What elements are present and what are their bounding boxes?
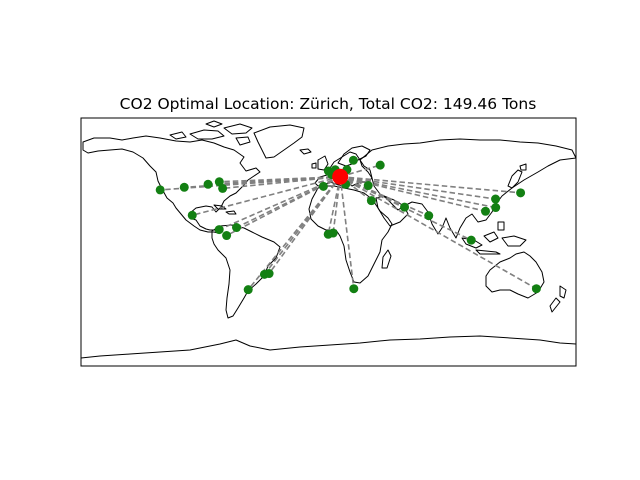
route-line-4: [219, 175, 341, 183]
coastline-caribbean: [213, 204, 237, 215]
site-marker-12: [243, 285, 253, 295]
site-marker-32: [375, 160, 385, 170]
site-marker-20: [366, 196, 376, 206]
site-marker-19: [348, 155, 358, 165]
coastline-iceland: [299, 148, 312, 155]
site-marker-25: [424, 211, 434, 221]
site-marker-24: [400, 202, 410, 212]
route-line-32: [339, 164, 381, 178]
site-marker-9: [232, 223, 242, 233]
route-line-29: [340, 175, 486, 213]
site-marker-28: [491, 194, 501, 204]
site-marker-8: [222, 231, 232, 241]
site-marker-11: [264, 269, 274, 279]
coastline-madagascar: [381, 249, 392, 269]
route-line-5: [222, 175, 341, 190]
site-marker-23: [349, 284, 359, 294]
map-area: [81, 120, 576, 359]
site-marker-29: [481, 206, 491, 216]
coastline-british-isles: [311, 155, 329, 171]
coastline-sea-islands: [461, 221, 527, 255]
site-marker-31: [531, 284, 541, 294]
coastline-greenland: [253, 124, 305, 159]
coastline-arctic-islands: [169, 120, 253, 146]
map-title: CO2 Optimal Location: Zürich, Total CO2:…: [120, 95, 537, 113]
coastlines: [81, 120, 576, 359]
map-frame: [80, 117, 577, 367]
coastline-new-zealand: [549, 285, 567, 313]
route-line-28: [340, 175, 496, 200]
routes: [160, 159, 537, 291]
site-marker-2: [179, 182, 189, 192]
site-marker-26: [466, 235, 476, 245]
coastline-antarctica: [81, 335, 576, 359]
site-marker-30: [491, 203, 501, 213]
coastline-south-america: [211, 224, 281, 319]
optimal-location-marker: [332, 168, 349, 185]
coastline-africa: [308, 185, 393, 284]
route-line-31: [339, 175, 537, 290]
route-line-25: [339, 175, 430, 217]
site-marker-3: [203, 179, 213, 189]
route-line-20: [339, 176, 372, 202]
route-line-11: [268, 176, 341, 275]
site-marker-33: [363, 181, 373, 191]
site-marker-13: [318, 181, 328, 191]
site-marker-22: [323, 229, 333, 239]
route-line-22: [327, 176, 341, 235]
site-marker-6: [187, 210, 197, 220]
route-line-27: [340, 175, 521, 194]
site-marker-1: [155, 185, 165, 195]
site-marker-27: [516, 188, 526, 198]
site-marker-7: [214, 225, 224, 235]
coastline-australia: [485, 251, 545, 299]
site-marker-5: [218, 183, 228, 193]
route-line-23: [339, 176, 355, 289]
coastline-japan: [507, 163, 527, 189]
coastline-asia: [359, 138, 576, 239]
